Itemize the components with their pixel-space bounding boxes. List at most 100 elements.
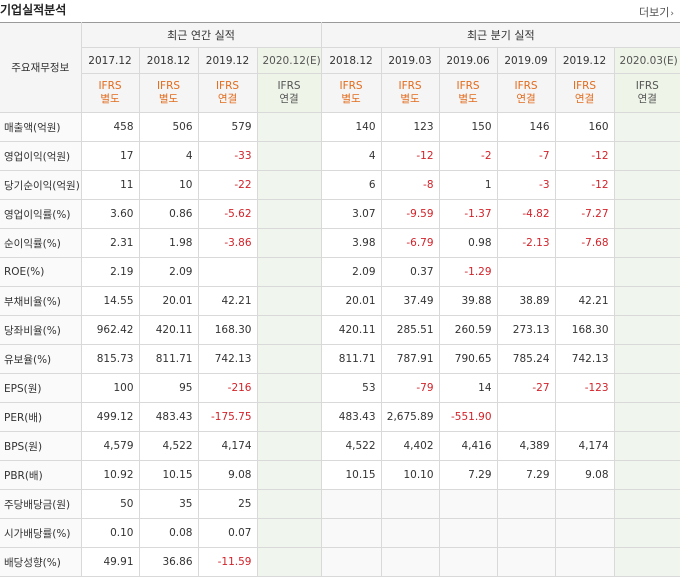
- basis-standard: IFRS: [514, 80, 538, 92]
- row-label: PER(배): [0, 402, 82, 432]
- table-cell: 483.43: [320, 402, 382, 432]
- table-cell: 4,402: [380, 431, 440, 461]
- table-cell: [256, 257, 322, 287]
- more-label: 더보기: [639, 6, 670, 19]
- basis-type: 별도: [341, 93, 361, 105]
- table-cell: [613, 547, 680, 577]
- basis-standard: IFRS: [98, 80, 122, 92]
- table-cell: [613, 373, 680, 403]
- period-header: 2019.06: [438, 47, 498, 74]
- table-cell: -33: [197, 141, 258, 171]
- table-row: 시가배당률(%) 0.10 0.08 0.07: [0, 518, 680, 548]
- row-label: BPS(원): [0, 431, 82, 461]
- basis-header: IFRS 연결: [613, 73, 680, 113]
- row-label: 배당성향(%): [0, 547, 82, 577]
- table-cell: [256, 373, 322, 403]
- basis-standard: IFRS: [456, 80, 480, 92]
- row-label: 매출액(억원): [0, 112, 82, 142]
- table-cell: 95: [138, 373, 199, 403]
- table-cell: 9.08: [554, 460, 615, 490]
- table-cell: [256, 199, 322, 229]
- chevron-right-icon: ›: [670, 9, 674, 19]
- table-cell: 787.91: [380, 344, 440, 374]
- table-cell: [613, 431, 680, 461]
- table-row: EPS(원) 100 95 -216 53 -79 14 -27 -123: [0, 373, 680, 403]
- table-cell: [380, 518, 440, 548]
- annual-header: 최근 연간 실적: [80, 22, 322, 48]
- table-cell: [613, 228, 680, 258]
- section-header: 기업실적분석 더보기›: [0, 0, 680, 22]
- table-cell: 37.49: [380, 286, 440, 316]
- table-cell: [256, 402, 322, 432]
- row-label: 순이익률(%): [0, 228, 82, 258]
- table-cell: 0.08: [138, 518, 199, 548]
- table-cell: [320, 489, 382, 519]
- table-cell: -2: [438, 141, 498, 171]
- basis-row: IFRS 별도 IFRS 별도 IFRS 연결 IFRS 연결 IFRS 별도 IFRS 별도 IFRS…: [0, 73, 680, 113]
- table-cell: [613, 460, 680, 490]
- table-cell: [256, 228, 322, 258]
- table-cell: 815.73: [80, 344, 140, 374]
- basis-type: 별도: [100, 93, 120, 105]
- table-cell: [256, 460, 322, 490]
- table-cell: 39.88: [438, 286, 498, 316]
- table-cell: [256, 286, 322, 316]
- basis-type: 연결: [574, 93, 595, 105]
- table-cell: [613, 170, 680, 200]
- table-cell: -27: [496, 373, 556, 403]
- table-cell: 4: [138, 141, 199, 171]
- table-cell: [256, 518, 322, 548]
- table-row: 순이익률(%) 2.31 1.98 -3.86 3.98 -6.79 0.98 -2.13 -7…: [0, 228, 680, 258]
- table-cell: 499.12: [80, 402, 140, 432]
- basis-header: IFRS 연결: [554, 73, 615, 113]
- table-cell: -7: [496, 141, 556, 171]
- table-cell: -7.68: [554, 228, 615, 258]
- table-row: 당기순이익(억원) 11 10 -22 6 -8 1 -3 -12: [0, 170, 680, 200]
- table-cell: 790.65: [438, 344, 498, 374]
- table-cell: 420.11: [320, 315, 382, 345]
- basis-type: 연결: [217, 93, 238, 105]
- table-cell: [256, 547, 322, 577]
- table-cell: 10.15: [138, 460, 199, 490]
- table-row: PER(배) 499.12 483.43 -175.75 483.43 2,675.89-…: [0, 402, 680, 432]
- table-cell: [496, 518, 556, 548]
- table-cell: -3.86: [197, 228, 258, 258]
- table-cell: 458: [80, 112, 140, 142]
- table-cell: 483.43: [138, 402, 199, 432]
- period-header: 2019.03: [380, 47, 440, 74]
- table-cell: 260.59: [438, 315, 498, 345]
- section-title: 기업실적분석: [0, 3, 67, 17]
- row-label: ROE(%): [0, 257, 82, 287]
- corner-header: 주요재무정보: [0, 22, 82, 113]
- more-link[interactable]: 더보기›: [639, 4, 674, 20]
- table-cell: 4: [320, 141, 382, 171]
- basis-header: IFRS 별도: [138, 73, 199, 113]
- table-cell: [256, 141, 322, 171]
- table-row: BPS(원) 4,579 4,522 4,174 4,522 4,402 4,416 4,38…: [0, 431, 680, 461]
- table-cell: -8: [380, 170, 440, 200]
- table-cell: [320, 547, 382, 577]
- table-cell: [613, 344, 680, 374]
- table-row: ROE(%) 2.19 2.09 2.09 0.37 -1.29: [0, 257, 680, 287]
- basis-type: 별도: [458, 93, 478, 105]
- basis-type: 별도: [158, 93, 179, 105]
- table-cell: -1.29: [438, 257, 498, 287]
- table-row: 당좌비율(%) 962.42 420.11 168.30 420.11 285.51 260…: [0, 315, 680, 345]
- table-cell: -6.79: [380, 228, 440, 258]
- table-cell: 3.60: [80, 199, 140, 229]
- table-cell: [380, 547, 440, 577]
- basis-type: 연결: [279, 93, 299, 105]
- row-label: 영업이익(억원): [0, 141, 82, 171]
- table-cell: [554, 402, 615, 432]
- table-cell: 3.07: [320, 199, 382, 229]
- table-cell: -1.37: [438, 199, 498, 229]
- table-cell: 4,389: [496, 431, 556, 461]
- table-cell: 146: [496, 112, 556, 142]
- period-row: 2017.12 2018.12 2019.12 2020.12(E) 2018.12 20…: [0, 47, 680, 74]
- table-cell: -79: [380, 373, 440, 403]
- table-cell: [613, 518, 680, 548]
- table-cell: 579: [197, 112, 258, 142]
- table-cell: 17: [80, 141, 140, 171]
- table-cell: 11: [80, 170, 140, 200]
- quarter-header: 최근 분기 실적: [320, 22, 680, 48]
